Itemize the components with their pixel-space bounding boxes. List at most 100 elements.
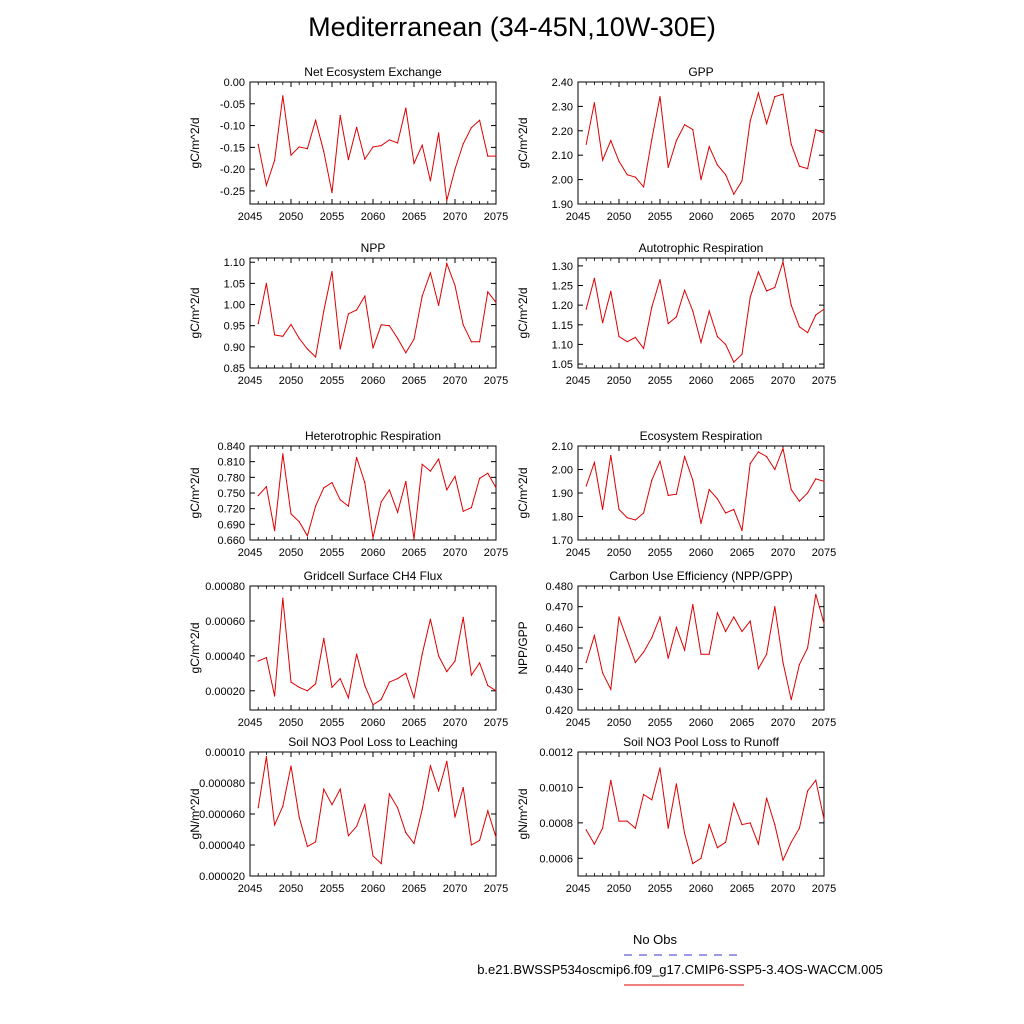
data-point (364, 158, 366, 160)
x-tick-label: 2075 (812, 211, 836, 223)
data-point (692, 479, 694, 481)
x-tick-label: 2070 (771, 547, 795, 559)
data-point (479, 662, 481, 664)
data-point (470, 127, 472, 129)
data-point (323, 788, 325, 790)
data-point (643, 793, 645, 796)
x-tick-label: 2045 (238, 717, 262, 729)
data-point (479, 341, 481, 343)
x-tick-label: 2045 (238, 211, 262, 223)
x-tick-label: 2055 (648, 211, 672, 223)
x-tick-label: 2045 (566, 547, 590, 559)
y-tick-label: 2.20 (552, 126, 573, 138)
data-point (749, 463, 751, 465)
data-point (741, 630, 743, 633)
data-point (282, 95, 284, 97)
data-point (282, 453, 284, 455)
data-point (593, 843, 596, 845)
data-point (790, 841, 792, 843)
data-point (315, 119, 317, 121)
y-tick-label: -0.25 (220, 186, 245, 198)
data-point (446, 760, 448, 762)
data-point (454, 284, 456, 287)
y-tick-label: 0.90 (224, 342, 245, 354)
series-line (585, 91, 825, 196)
y-tick-label: 0.0012 (539, 747, 573, 759)
data-point (700, 857, 702, 859)
data-point (372, 704, 374, 706)
data-point (790, 143, 792, 145)
data-point (446, 489, 448, 491)
data-point (774, 96, 776, 98)
data-point (265, 282, 267, 284)
data-point (708, 824, 710, 826)
data-point (618, 616, 620, 618)
data-point (282, 805, 284, 807)
data-point (634, 519, 637, 521)
data-point (438, 132, 440, 134)
panel-title: GPP (688, 65, 713, 79)
x-tick-label: 2065 (730, 883, 754, 895)
data-point (347, 159, 349, 161)
data-point (331, 804, 333, 806)
series-line (585, 767, 825, 865)
data-point (282, 335, 284, 337)
data-point (454, 816, 456, 818)
data-point (306, 690, 308, 692)
x-tick-label: 2055 (648, 375, 672, 387)
x-tick-label: 2045 (238, 375, 262, 387)
data-point (618, 820, 620, 822)
x-tick-label: 2065 (402, 211, 426, 223)
x-tick-label: 2075 (812, 547, 836, 559)
y-tick-label: -0.10 (220, 121, 245, 133)
data-point (405, 672, 407, 674)
x-tick-label: 2060 (361, 717, 385, 729)
x-tick-label: 2055 (320, 375, 344, 387)
x-tick-label: 2065 (402, 883, 426, 895)
y-tick-label: 1.30 (552, 261, 573, 273)
x-tick-label: 2075 (812, 717, 836, 729)
data-point (290, 513, 292, 515)
data-point (397, 337, 399, 339)
data-point (257, 660, 259, 662)
data-point (659, 767, 661, 769)
data-point (815, 478, 817, 480)
data-point (265, 756, 267, 758)
data-point (495, 301, 497, 303)
legend-run-label: b.e21.BWSSP534oscmip6.f09_g17.CMIP6-SSP5… (477, 962, 883, 977)
data-point (298, 337, 300, 339)
data-point (725, 343, 727, 345)
x-tick-label: 2050 (279, 717, 303, 729)
data-point (790, 304, 792, 306)
data-point (807, 647, 809, 649)
x-tick-label: 2070 (771, 375, 795, 387)
x-tick-label: 2045 (566, 375, 590, 387)
data-point (716, 498, 719, 500)
plot-frame (249, 81, 497, 205)
data-point (462, 616, 464, 619)
data-point (323, 310, 325, 312)
data-point (585, 829, 587, 831)
y-axis-label: gC/m^2/d (188, 468, 202, 519)
data-point (757, 843, 760, 845)
data-point (725, 630, 727, 633)
data-point (462, 510, 464, 512)
y-tick-label: 1.70 (552, 535, 573, 547)
y-tick-label: 0.0008 (539, 818, 573, 830)
data-point (356, 126, 358, 128)
data-point (298, 816, 300, 818)
data-point (446, 199, 448, 202)
data-point (331, 686, 333, 688)
data-point (602, 508, 604, 510)
data-point (675, 626, 678, 628)
data-point (823, 818, 825, 820)
y-tick-label: 0.0006 (539, 853, 573, 865)
x-tick-label: 2045 (238, 547, 262, 559)
x-tick-label: 2045 (566, 883, 590, 895)
data-point (659, 279, 661, 281)
x-tick-label: 2045 (566, 211, 590, 223)
data-point (774, 286, 776, 289)
data-point (421, 295, 423, 297)
data-point (315, 683, 317, 685)
y-tick-label: -0.15 (220, 142, 245, 154)
